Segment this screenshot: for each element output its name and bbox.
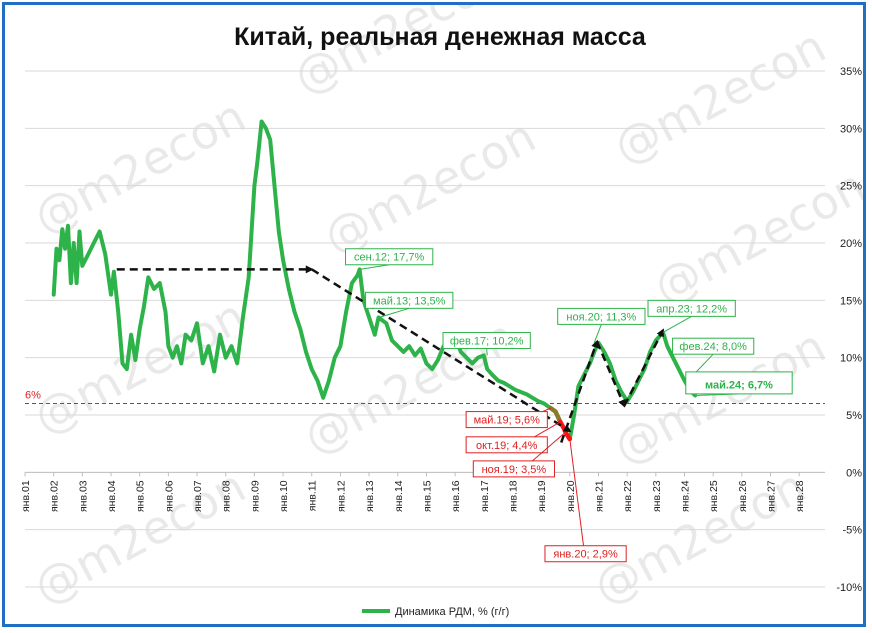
annotation-leader xyxy=(593,324,602,343)
trend-arrow xyxy=(560,339,599,443)
x-tick-label: янв.09 xyxy=(249,480,261,512)
x-tick-label: янв.23 xyxy=(651,480,663,512)
annotation-leader xyxy=(486,348,488,356)
x-tick-label: янв.18 xyxy=(507,480,519,512)
reference-line-label: 6% xyxy=(25,390,41,402)
annotation-label: май.19; 5,6% xyxy=(474,415,541,427)
annotation-label: ноя.19; 3,5% xyxy=(482,464,547,476)
watermark-text: @m2econ xyxy=(25,289,254,445)
annotation-label: сен.12; 17,7% xyxy=(354,252,425,264)
trend-arrow xyxy=(311,268,572,433)
legend-label: Динамика РДМ, % (г/г) xyxy=(395,606,509,618)
x-tick-label: янв.06 xyxy=(163,480,175,512)
legend: Динамика РДМ, % (г/г) xyxy=(362,606,509,618)
reference-line: 6% xyxy=(25,390,825,405)
annotation-leader xyxy=(378,307,410,319)
series-line-rdm xyxy=(51,119,698,442)
x-tick-label: янв.20 xyxy=(565,480,577,512)
annotation-label: фев.24; 8,0% xyxy=(679,341,747,353)
y-tick-label: 35% xyxy=(840,66,862,78)
annotation-box xyxy=(345,248,434,266)
annotation-box xyxy=(544,545,627,563)
annotation-box xyxy=(557,307,646,325)
y-axis: 35% 30% 25% 20% 15% 10% 5% 0% -5% -10% xyxy=(836,66,862,594)
x-tick-label: янв.17 xyxy=(479,480,491,512)
chart-canvas: @m2econ @m2econ@m2econ @m2econ @m2econ@m2ec… xyxy=(20,5,863,618)
x-tick-label: янв.02 xyxy=(49,480,61,512)
x-tick-label: янв.13 xyxy=(364,480,376,512)
chart-title: Китай, реальная денежная масса xyxy=(234,23,647,51)
x-tick-label: янв.12 xyxy=(335,480,347,512)
annotation-leader xyxy=(569,439,587,562)
x-tick-label: янв.10 xyxy=(278,480,290,512)
x-tick-label: янв.19 xyxy=(536,480,548,512)
x-tick-label: янв.24 xyxy=(679,480,691,512)
series-highlight-segment xyxy=(548,405,563,425)
annotation-box xyxy=(672,337,755,355)
y-tick-label: -5% xyxy=(842,525,862,537)
watermark-text: @m2econ xyxy=(25,89,254,245)
watermark-text: @m2econ xyxy=(285,5,514,105)
y-tick-label: 30% xyxy=(840,123,862,135)
y-tick-label: 25% xyxy=(840,181,862,193)
x-tick-label: янв.21 xyxy=(593,480,605,512)
x-tick-label: янв.28 xyxy=(794,480,806,512)
trend-arrows xyxy=(116,265,665,443)
annotation-box xyxy=(647,299,736,317)
annotation-label: май.24; 6,7% xyxy=(705,379,773,391)
watermark-text: @m2econ xyxy=(585,459,814,615)
y-tick-label: -10% xyxy=(836,582,862,594)
annotation-box xyxy=(465,436,548,454)
trend-arrow xyxy=(623,328,665,407)
y-tick-label: 0% xyxy=(846,467,862,479)
x-tick-label: янв.14 xyxy=(393,480,405,512)
annotation-label: фев.17; 10,2% xyxy=(450,335,524,347)
annotation-box xyxy=(685,371,793,395)
annotation-box xyxy=(365,291,454,309)
y-tick-label: 5% xyxy=(846,410,862,422)
annotation-leader xyxy=(662,315,692,333)
x-tick-label: янв.07 xyxy=(192,480,204,512)
annotation-label: май.13; 13,5% xyxy=(373,295,446,307)
x-tick-label: янв.11 xyxy=(307,480,319,511)
annotation-label: окт.19; 4,4% xyxy=(476,440,538,452)
y-tick-label: 15% xyxy=(840,295,862,307)
chart-frame: @m2econ @m2econ @m2econ @m2econ @m2econ @m2ec… xyxy=(2,2,866,627)
x-axis: янв.01 янв.02 янв.03 янв.04 янв.05 янв.06 янв.… xyxy=(20,471,825,512)
annotation-label: янв.20; 2,9% xyxy=(553,549,618,561)
x-tick-label: янв.26 xyxy=(737,480,749,512)
annotation-box xyxy=(442,331,531,349)
x-tick-label: янв.27 xyxy=(766,480,778,512)
annotation-box xyxy=(472,460,555,478)
watermark-text: @m2econ xyxy=(315,109,544,265)
annotations-layer: сен.12; 17,7% май.13; 13,5% фев.17; 10,2% н… xyxy=(345,248,793,563)
x-tick-label: янв.03 xyxy=(77,480,89,512)
annotation-box xyxy=(465,411,548,429)
x-tick-label: янв.08 xyxy=(221,480,233,512)
watermark-layer: @m2econ @m2econ@m2econ @m2econ @m2econ@m2ec… xyxy=(25,5,863,615)
x-tick-label: янв.01 xyxy=(20,480,32,512)
x-tick-label: янв.15 xyxy=(421,480,433,512)
y-tick-label: 10% xyxy=(840,353,862,365)
annotation-leader xyxy=(359,264,390,270)
y-tick-label: 20% xyxy=(840,238,862,250)
x-tick-label: янв.22 xyxy=(622,480,634,512)
x-tick-label: янв.05 xyxy=(135,480,147,512)
x-tick-label: янв.25 xyxy=(708,480,720,512)
x-tick-label: янв.04 xyxy=(106,480,118,512)
annotation-label: ноя.20; 11,3% xyxy=(566,311,636,323)
annotation-label: апр.23; 12,2% xyxy=(656,303,727,315)
x-tick-label: янв.16 xyxy=(450,480,462,512)
trend-arrow xyxy=(595,341,626,408)
watermark-text: @m2econ xyxy=(645,159,863,315)
